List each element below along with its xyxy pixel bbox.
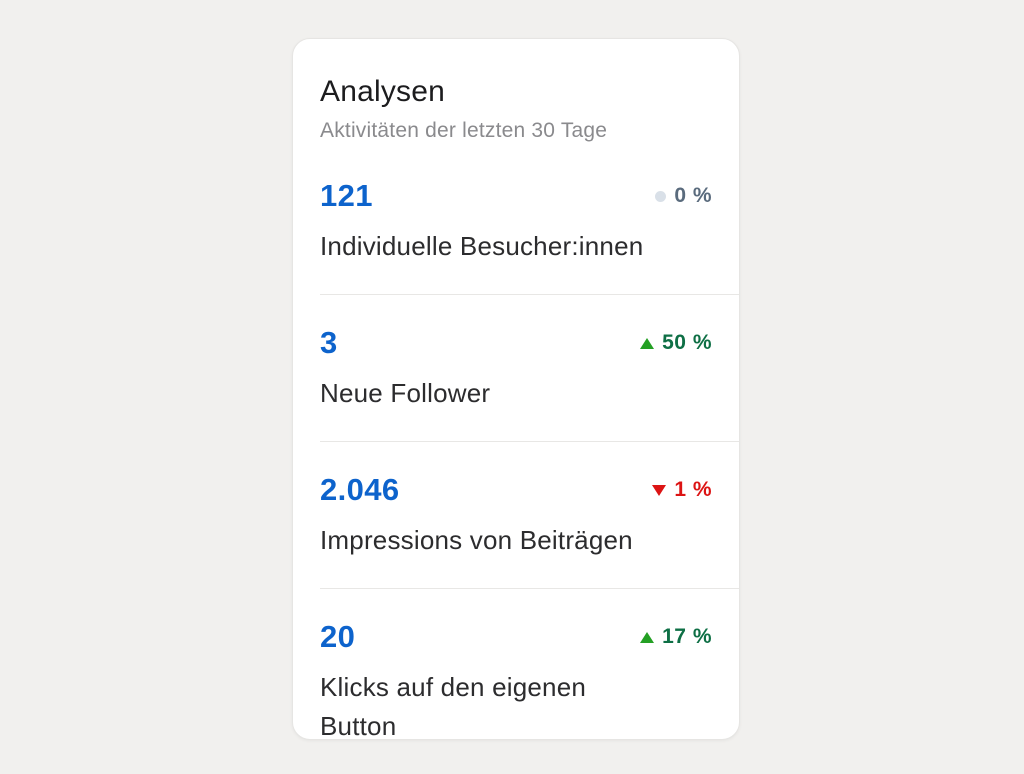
divider <box>320 294 739 295</box>
triangle-up-icon <box>640 631 655 643</box>
metric-change: 17 % <box>640 619 712 655</box>
metric-label: Neue Follower <box>320 378 491 408</box>
metric-unique-visitors[interactable]: 121 0 % Individuelle Besucher:innen <box>320 144 712 294</box>
metric-value-row: 3 50 % <box>320 325 712 361</box>
metric-custom-button-clicks[interactable]: 20 17 % Klicks auf den eigenen Button <box>320 589 712 774</box>
metric-post-impressions[interactable]: 2.046 1 % Impressions von Beiträgen <box>320 442 712 588</box>
metric-change: 0 % <box>655 178 712 214</box>
metric-label: Individuelle Besucher:innen <box>320 231 644 261</box>
neutral-dot-icon <box>655 190 667 202</box>
metric-value-row: 2.046 1 % <box>320 472 712 508</box>
triangle-down-icon <box>652 484 667 496</box>
metric-value: 2.046 <box>320 472 400 507</box>
card-subtitle: Aktivitäten der letzten 30 Tage <box>320 119 608 142</box>
metric-change: 50 % <box>640 325 712 361</box>
card-title: Analysen <box>320 75 446 108</box>
metric-label: Impressions von Beiträgen <box>320 525 633 555</box>
metric-new-followers[interactable]: 3 50 % Neue Follower <box>320 295 712 441</box>
metric-value-row: 121 0 % <box>320 178 712 214</box>
metric-change: 1 % <box>652 472 712 508</box>
metric-label: Klicks auf den eigenen Button <box>320 672 587 741</box>
triangle-up-icon <box>640 337 655 349</box>
metric-value-row: 20 17 % <box>320 619 712 655</box>
metric-value: 3 <box>320 325 338 360</box>
divider <box>320 441 739 442</box>
metric-change-text: 17 % <box>662 625 712 648</box>
metric-change-text: 1 % <box>674 478 712 501</box>
divider <box>320 588 739 589</box>
metric-value: 20 <box>320 619 356 654</box>
metric-change-text: 50 % <box>662 331 712 354</box>
metric-value: 121 <box>320 178 373 213</box>
analytics-card: Analysen Aktivitäten der letzten 30 Tage… <box>292 38 740 741</box>
metric-change-text: 0 % <box>674 184 712 207</box>
